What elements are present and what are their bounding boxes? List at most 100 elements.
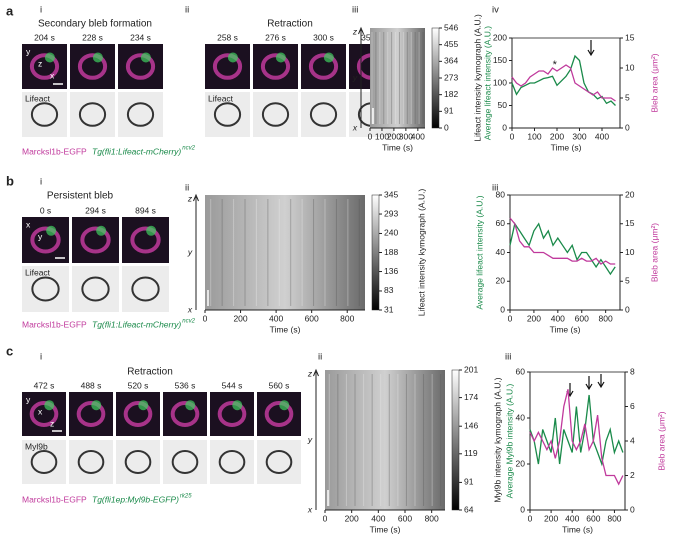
panel-heading: Persistent bleb xyxy=(47,191,114,202)
actin-signal xyxy=(46,225,57,236)
space-axis-arrow xyxy=(358,26,364,35)
x-tick-label: 200 xyxy=(544,513,558,523)
x-tick-label: 600 xyxy=(305,313,319,323)
time-label: 520 s xyxy=(128,380,149,390)
legend-transgene: Tg(fli1:Lifeact-mCherry) xyxy=(92,319,181,329)
legend-allele: ncv2 xyxy=(182,319,195,325)
grayscale-image xyxy=(22,92,67,137)
y-tick-label: 10 xyxy=(625,62,635,72)
bleb-gray xyxy=(124,450,152,474)
subpanel-label: iii xyxy=(505,352,511,363)
image-axis-letter: z xyxy=(50,418,54,428)
y2-axis-label: Bleb area (μm²) xyxy=(649,223,659,282)
x-tick-label: 800 xyxy=(340,313,354,323)
x-tick-label: 400 xyxy=(371,513,385,523)
y-tick-label: 6 xyxy=(630,401,635,411)
channel-label: Lifeact xyxy=(25,93,51,103)
colorbar-tick-label: 91 xyxy=(444,106,454,116)
y-tick-label: 20 xyxy=(625,189,635,199)
image-axis-letter: y xyxy=(26,46,31,56)
bleb-outline xyxy=(260,53,291,80)
space-axis-arrow xyxy=(193,193,199,202)
colorbar-tick-label: 136 xyxy=(384,266,398,276)
x-tick-label: 0 xyxy=(508,313,513,323)
actin-signal xyxy=(92,52,103,63)
x-tick-label: 400 xyxy=(595,131,609,141)
subpanel-label: i xyxy=(40,5,42,16)
colorbar-tick-label: 273 xyxy=(444,72,458,82)
fluorescence-image xyxy=(205,44,250,89)
fluorescence-image xyxy=(163,392,207,436)
kymograph-image xyxy=(325,370,445,510)
actin-signal xyxy=(44,400,55,411)
image-axis-letter: y xyxy=(26,394,31,404)
fluorescence-image xyxy=(72,217,119,263)
colorbar-tick-label: 119 xyxy=(464,448,478,458)
bleb-gray xyxy=(218,450,246,474)
y-tick-label: 150 xyxy=(493,55,507,65)
panel-heading: Secondary bleb formation xyxy=(38,19,152,30)
bleb-outline xyxy=(170,401,200,427)
fluorescence-image xyxy=(116,392,160,436)
legend-membrane: Marcksl1b-EGFP xyxy=(22,494,87,504)
colorbar-tick-label: 91 xyxy=(464,477,474,487)
panel-letter: a xyxy=(6,3,14,18)
bleb-gray xyxy=(78,102,107,127)
bleb-gray xyxy=(309,102,338,127)
panel-heading: Retraction xyxy=(267,19,313,30)
x-tick-label: 200 xyxy=(527,313,541,323)
y-tick-label: 20 xyxy=(516,458,526,468)
x-tick-label: 200 xyxy=(345,513,359,523)
panel-heading: Retraction xyxy=(127,367,173,378)
y-tick-label: 0 xyxy=(630,504,635,514)
colorbar xyxy=(371,194,380,311)
fluorescence-image xyxy=(301,44,346,89)
grayscale-image xyxy=(163,440,207,484)
grayscale-image xyxy=(22,440,66,484)
x-axis-label: Time (s) xyxy=(550,324,581,334)
grayscale-image xyxy=(69,440,113,484)
x-tick-label: 800 xyxy=(425,513,439,523)
x-tick-label: 0 xyxy=(528,513,533,523)
colorbar-tick-label: 455 xyxy=(444,39,458,49)
y-axis-label: Average lifeact intensity (A.U.) xyxy=(474,195,484,309)
actin-signal xyxy=(44,52,55,63)
bleb-outline xyxy=(76,401,106,427)
fluorescence-image xyxy=(70,44,115,89)
data-line xyxy=(509,217,616,265)
time-label: 204 s xyxy=(34,32,55,42)
fluorescence-image xyxy=(257,392,301,436)
y-tick-label: 0 xyxy=(520,504,525,514)
bleb-gray xyxy=(30,450,58,474)
x-tick-label: 800 xyxy=(599,313,613,323)
data-line xyxy=(529,389,624,486)
y-tick-label: 10 xyxy=(625,247,635,257)
y-axis-label: Average lifeact intensity (A.U.) xyxy=(482,26,492,140)
image-axis-letter: x xyxy=(50,70,55,80)
legend-membrane: Marcksl1b-EGFP xyxy=(22,319,87,329)
colorbar-tick-label: 546 xyxy=(444,22,458,32)
y-tick-label: 0 xyxy=(502,122,507,132)
x-tick-label: 400 xyxy=(551,313,565,323)
bleb-outline xyxy=(308,53,339,80)
actin-signal xyxy=(146,225,157,236)
grayscale-image xyxy=(118,92,163,137)
subpanel-label: iv xyxy=(492,5,499,16)
grayscale-image xyxy=(253,92,298,137)
actin-signal xyxy=(323,52,334,63)
kymograph-image xyxy=(370,28,425,128)
space-axis-arrow xyxy=(313,368,319,377)
channel-label: Lifeact xyxy=(25,267,51,277)
y-tick-label: 60 xyxy=(496,218,506,228)
subpanel-label: iii xyxy=(352,5,358,16)
space-axis-letter: x xyxy=(352,122,358,132)
y-tick-label: 100 xyxy=(493,77,507,87)
fluorescence-image xyxy=(22,392,66,436)
bleb-gray xyxy=(30,102,59,127)
x-tick-label: 200 xyxy=(387,131,401,141)
colorbar-tick-label: 182 xyxy=(444,89,458,99)
actin-signal xyxy=(96,225,107,236)
colorbar-tick-label: 345 xyxy=(384,189,398,199)
y-tick-label: 0 xyxy=(625,122,630,132)
